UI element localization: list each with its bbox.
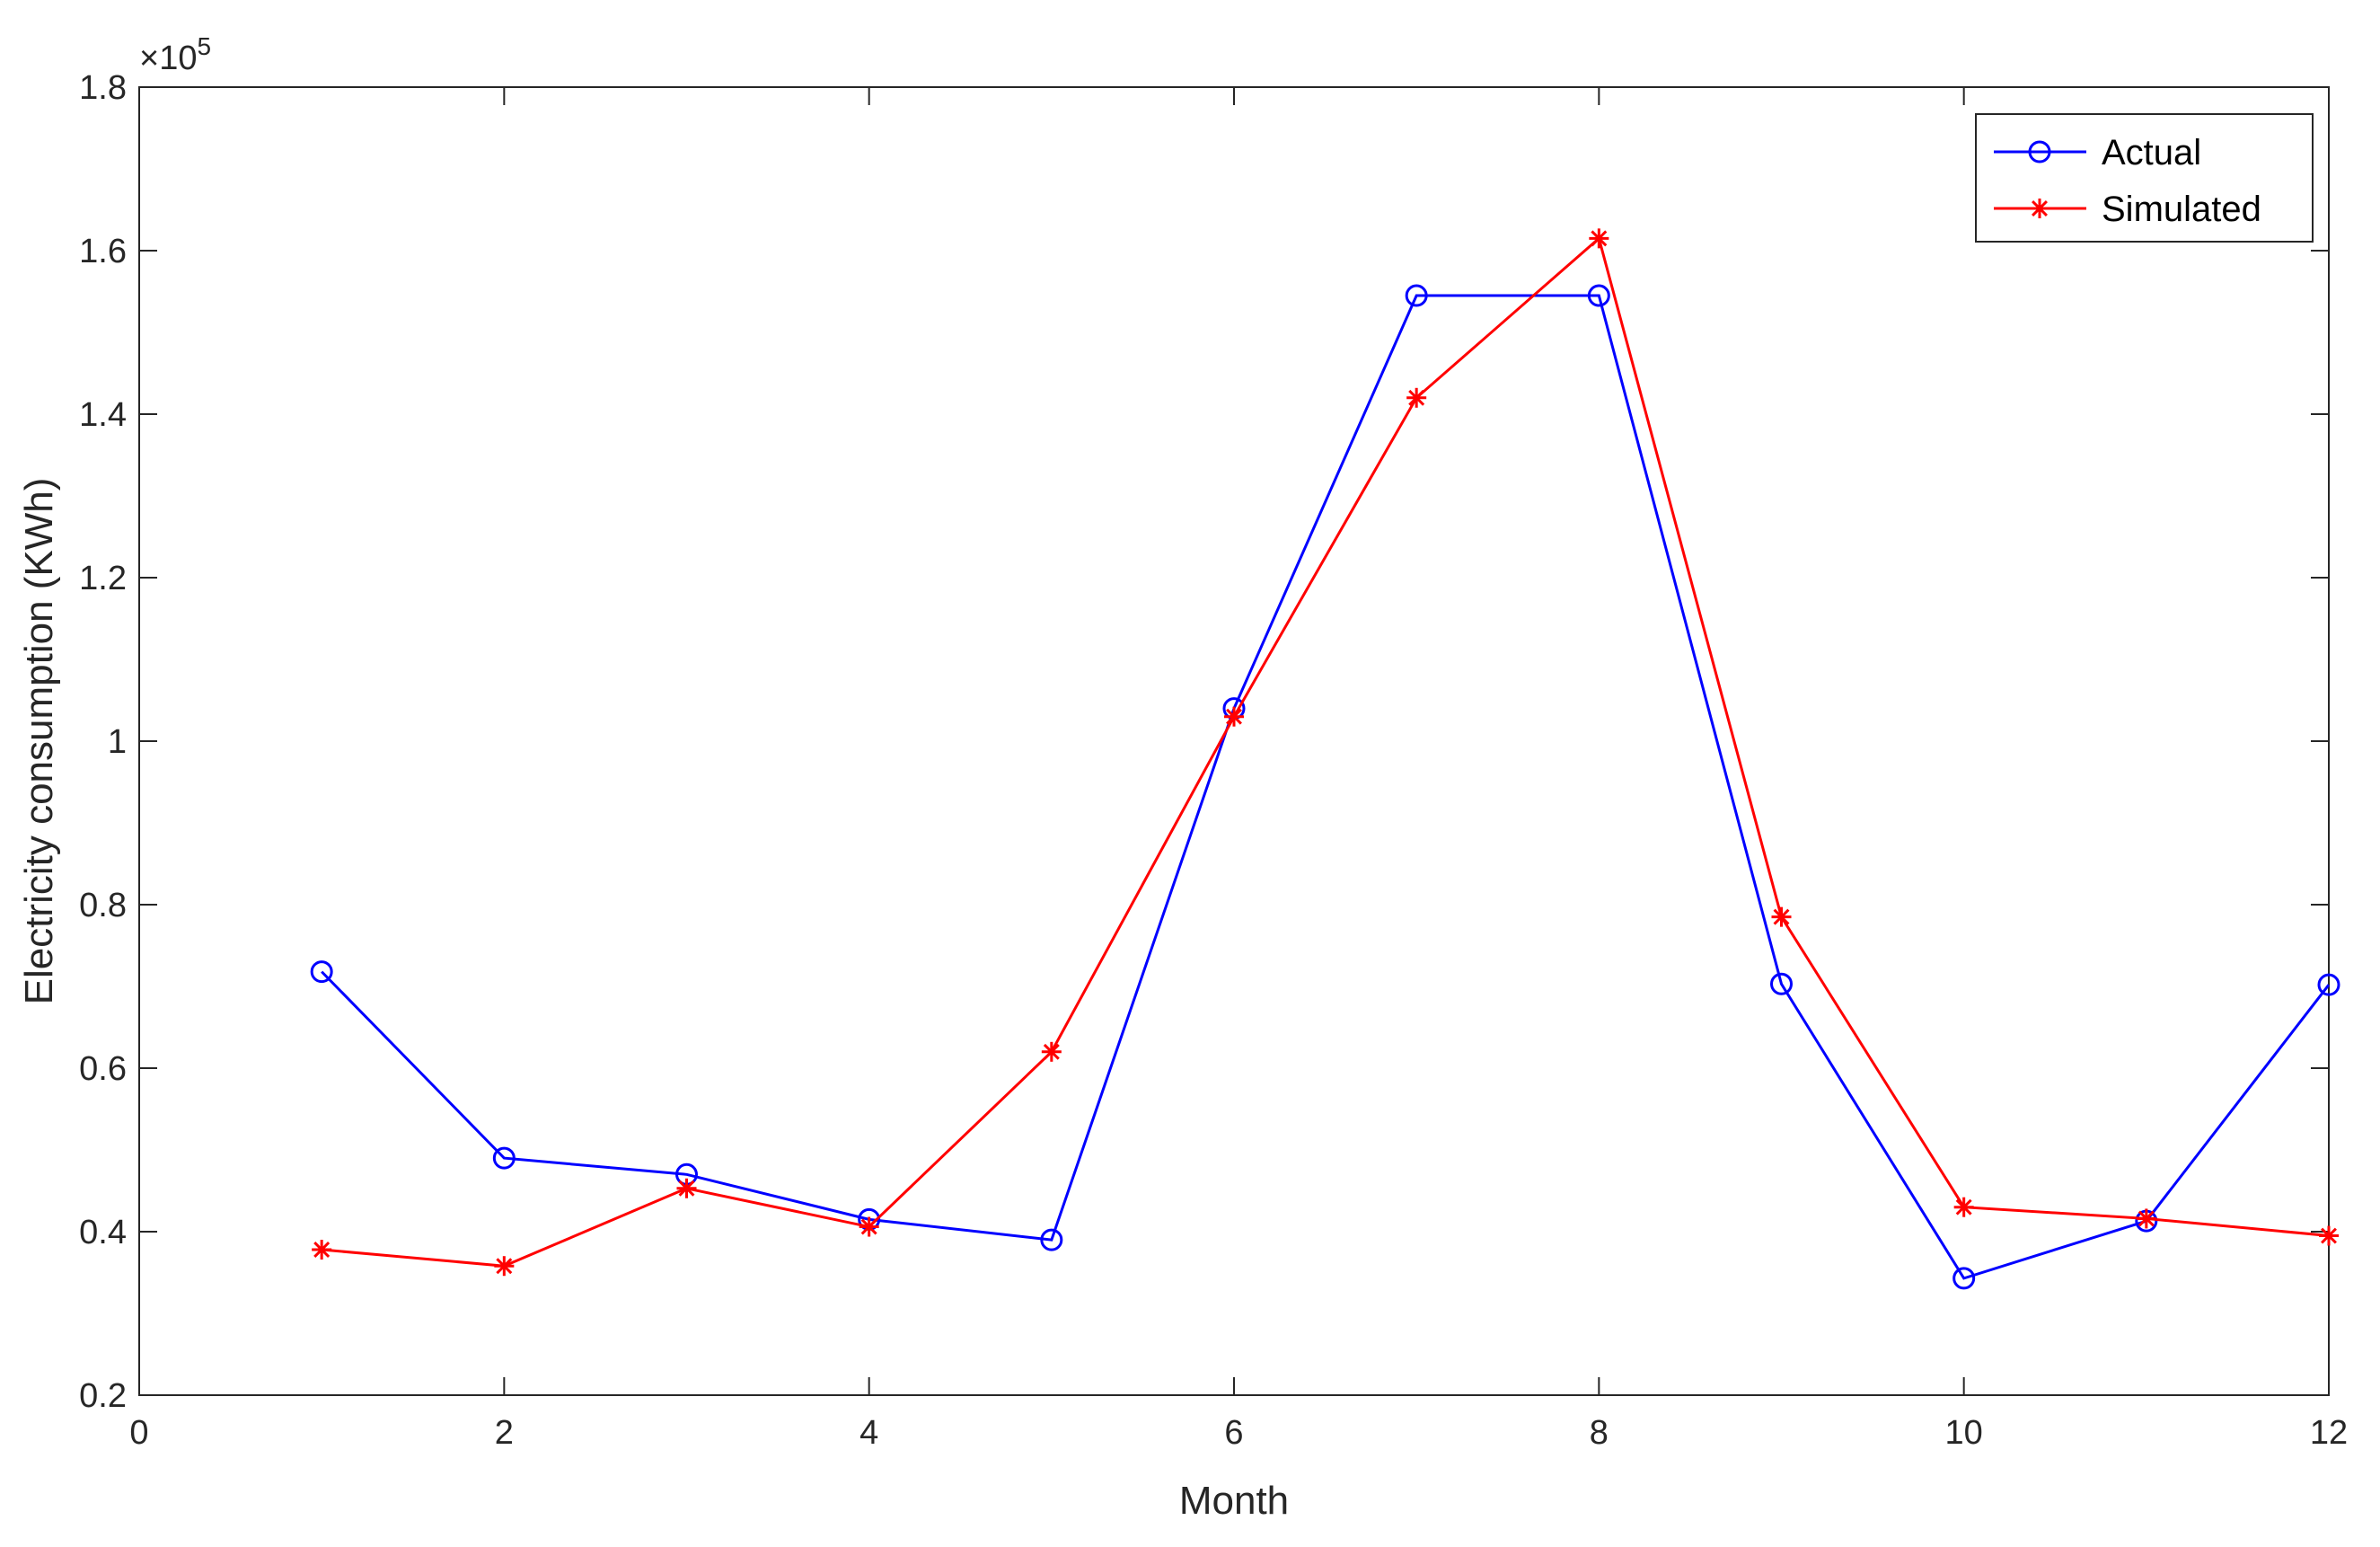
y-tick-label: 1.4 xyxy=(79,396,127,434)
y-axis-multiplier-base: ×10 xyxy=(139,40,197,77)
legend-box xyxy=(1975,113,2314,243)
data-point-actual xyxy=(2317,973,2340,996)
y-tick-label: 1.2 xyxy=(79,560,127,597)
asterisk-stroke xyxy=(313,1242,331,1259)
data-point-actual xyxy=(1405,284,1428,307)
asterisk-stroke xyxy=(1408,389,1425,406)
data-point-simulated xyxy=(1771,906,1792,927)
asterisk-stroke xyxy=(1043,1043,1060,1060)
y-tick-label: 0.6 xyxy=(79,1050,127,1088)
series-line-simulated xyxy=(322,235,2330,1268)
asterisk-stroke xyxy=(860,1218,877,1235)
y-tick-label: 0.4 xyxy=(79,1214,127,1251)
legend-marker-actual xyxy=(2028,140,2051,164)
data-point-actual xyxy=(1587,284,1610,307)
data-point-actual xyxy=(1770,972,1793,995)
x-tick-label: 2 xyxy=(495,1414,514,1452)
x-tick-label: 12 xyxy=(2310,1414,2348,1452)
series-layer xyxy=(310,228,2340,1290)
data-point-simulated xyxy=(2319,1225,2339,1246)
asterisk-stroke xyxy=(1591,230,1608,247)
x-axis: 0 2 4 6 8 10 12 xyxy=(129,87,2348,1452)
data-point-simulated xyxy=(1224,706,1244,727)
x-tick-label: 0 xyxy=(129,1414,148,1452)
data-point-simulated xyxy=(676,1178,697,1198)
y-axis-title: Electricity consumption (KWh) xyxy=(17,478,61,1005)
y-tick-label: 0.2 xyxy=(79,1377,127,1415)
y-tick-label: 1.6 xyxy=(79,233,127,270)
y-axis-multiplier: ×105 xyxy=(139,32,211,77)
legend-marker-simulated xyxy=(2030,199,2049,218)
y-tick-label: 1.8 xyxy=(79,69,127,107)
data-point-simulated xyxy=(1589,228,1609,249)
asterisk-stroke xyxy=(2138,1210,2155,1227)
data-point-simulated xyxy=(494,1256,515,1277)
legend: Actual Simulated xyxy=(1975,113,2314,243)
y-tick-label: 1 xyxy=(108,723,127,761)
y-axis: 0.2 0.4 0.6 0.8 1 1.2 1.4 1.6 1.8 xyxy=(79,69,2329,1415)
x-axis-title: Month xyxy=(1179,1479,1289,1523)
data-point-simulated xyxy=(312,1240,332,1260)
series-line-actual xyxy=(321,294,2331,1280)
asterisk-stroke xyxy=(678,1180,695,1197)
asterisk-stroke xyxy=(1773,908,1790,925)
data-point-simulated xyxy=(2136,1208,2156,1229)
data-point-simulated xyxy=(1953,1197,1974,1217)
data-point-actual xyxy=(492,1146,516,1170)
legend-item-actual: Actual xyxy=(1994,133,2201,172)
asterisk-stroke xyxy=(2321,1227,2337,1244)
data-point-simulated xyxy=(1406,387,1427,408)
asterisk-stroke xyxy=(1955,1198,1972,1216)
data-point-actual xyxy=(1952,1267,1976,1290)
legend-item-simulated: Simulated xyxy=(1994,190,2261,229)
series-actual xyxy=(310,284,2340,1290)
data-point-actual xyxy=(310,960,333,984)
asterisk-stroke xyxy=(1226,708,1242,725)
legend-label-simulated: Simulated xyxy=(2102,190,2261,229)
y-tick-label: 0.8 xyxy=(79,887,127,924)
x-tick-label: 10 xyxy=(1945,1414,1983,1452)
asterisk-stroke xyxy=(496,1258,513,1275)
asterisk-stroke xyxy=(2032,200,2048,217)
series-simulated xyxy=(312,228,2339,1277)
x-tick-label: 4 xyxy=(859,1414,878,1452)
data-point-simulated xyxy=(859,1216,879,1237)
data-point-actual xyxy=(1040,1228,1063,1251)
data-point-simulated xyxy=(1041,1041,1062,1062)
legend-label-actual: Actual xyxy=(2102,133,2201,172)
x-tick-label: 6 xyxy=(1224,1414,1243,1452)
x-tick-label: 8 xyxy=(1590,1414,1609,1452)
y-axis-multiplier-exponent: 5 xyxy=(197,32,211,60)
